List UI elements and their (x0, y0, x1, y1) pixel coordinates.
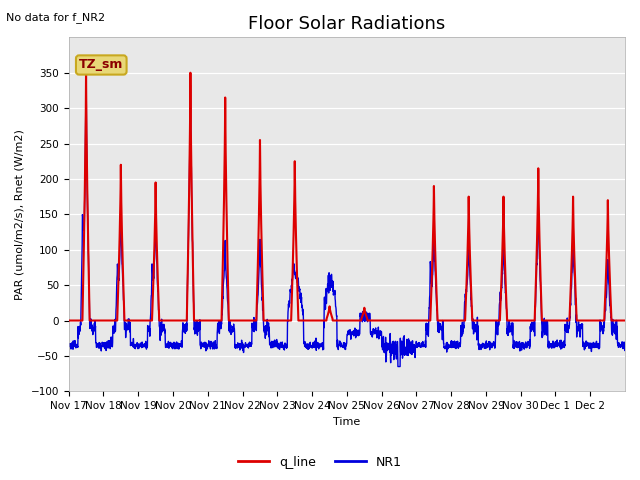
X-axis label: Time: Time (333, 417, 360, 427)
Legend: q_line, NR1: q_line, NR1 (233, 451, 407, 474)
Text: TZ_sm: TZ_sm (79, 59, 124, 72)
Y-axis label: PAR (umol/m2/s), Rnet (W/m2): PAR (umol/m2/s), Rnet (W/m2) (15, 129, 25, 300)
Title: Floor Solar Radiations: Floor Solar Radiations (248, 15, 445, 33)
Text: No data for f_NR2: No data for f_NR2 (6, 12, 106, 23)
